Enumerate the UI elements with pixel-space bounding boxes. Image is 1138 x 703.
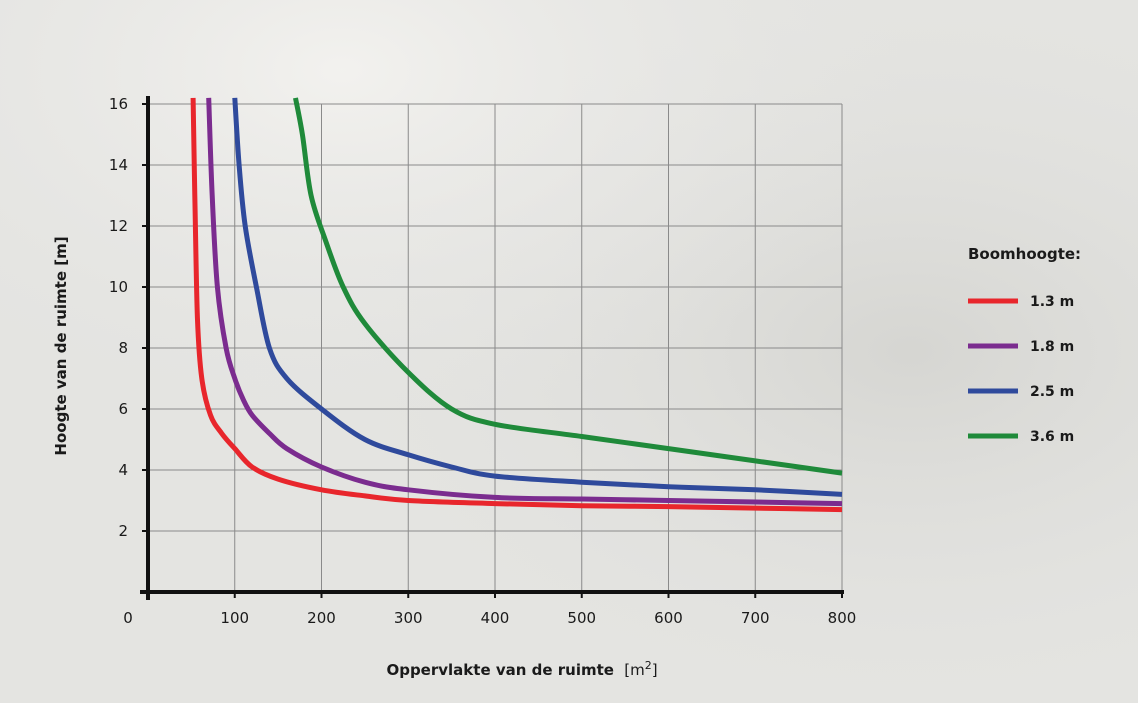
x-tick-label: 100 [220, 609, 249, 627]
y-tick-label: 4 [118, 461, 128, 479]
y-tick-label: 10 [109, 278, 128, 296]
x-axis-label: Oppervlakte van de ruimte [m2] [386, 659, 657, 679]
legend-label: 1.8 m [1030, 339, 1074, 355]
tick-labels: 0 100 200 300 400 500 600 700 800 2 4 6 8 10 12 14 16 [109, 95, 856, 627]
x-tick-label: 500 [567, 609, 596, 627]
series-line-4 [293, 97, 843, 476]
legend-title: Boomhoogte: [968, 245, 1081, 263]
y-axis-label: Hoogte van de ruimte [m] [52, 236, 70, 455]
x-tick-label: 200 [307, 609, 336, 627]
series-group [190, 97, 843, 513]
x-tick-label: 0 [123, 609, 133, 627]
series-line-2 [206, 97, 843, 507]
axes [140, 96, 844, 600]
y-tick-label: 14 [109, 156, 128, 174]
series-line-1 [190, 97, 843, 513]
legend: Boomhoogte: 1.3 m 1.8 m 2.5 m 3.6 m [968, 245, 1081, 445]
x-tick-label: 600 [654, 609, 683, 627]
series-line-3 [232, 97, 843, 497]
grid-lines [148, 103, 843, 592]
x-axis-unit-open: [ [624, 661, 630, 679]
y-tick-label: 2 [118, 522, 128, 540]
x-tick-label: 800 [828, 609, 857, 627]
x-tick-label: 400 [481, 609, 510, 627]
x-tick-label: 700 [741, 609, 770, 627]
x-axis-unit-exp: 2 [645, 659, 652, 672]
y-tick-label: 6 [118, 400, 128, 418]
x-tick-label: 300 [394, 609, 423, 627]
legend-label: 1.3 m [1030, 294, 1074, 310]
y-tick-label: 8 [118, 339, 128, 357]
x-axis-unit-base: m [630, 661, 645, 679]
x-axis-label-text: Oppervlakte van de ruimte [386, 661, 614, 679]
y-tick-label: 16 [109, 95, 128, 113]
legend-label: 2.5 m [1030, 384, 1074, 400]
legend-label: 3.6 m [1030, 429, 1074, 445]
x-axis-unit-close: ] [652, 661, 658, 679]
y-tick-label: 12 [109, 217, 128, 235]
